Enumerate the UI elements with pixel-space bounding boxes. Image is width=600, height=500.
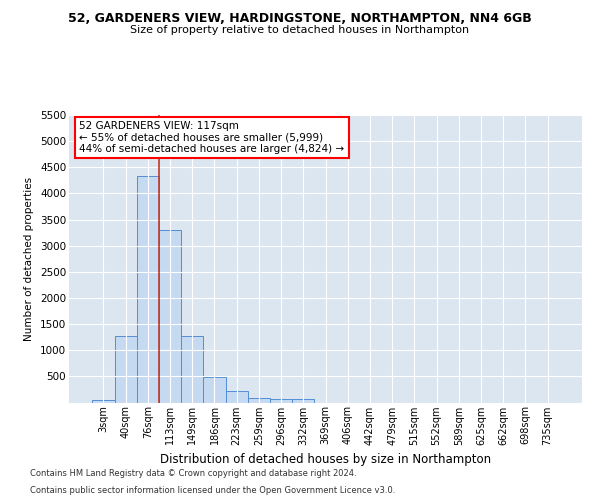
- Text: Contains public sector information licensed under the Open Government Licence v3: Contains public sector information licen…: [30, 486, 395, 495]
- Text: Size of property relative to detached houses in Northampton: Size of property relative to detached ho…: [130, 25, 470, 35]
- Text: Contains HM Land Registry data © Crown copyright and database right 2024.: Contains HM Land Registry data © Crown c…: [30, 468, 356, 477]
- Text: 52 GARDENERS VIEW: 117sqm
← 55% of detached houses are smaller (5,999)
44% of se: 52 GARDENERS VIEW: 117sqm ← 55% of detac…: [79, 120, 344, 154]
- Bar: [248, 398, 270, 402]
- Bar: [137, 176, 159, 402]
- X-axis label: Distribution of detached houses by size in Northampton: Distribution of detached houses by size …: [160, 453, 491, 466]
- Bar: [226, 391, 248, 402]
- Bar: [159, 230, 181, 402]
- Bar: [181, 336, 203, 402]
- Text: 52, GARDENERS VIEW, HARDINGSTONE, NORTHAMPTON, NN4 6GB: 52, GARDENERS VIEW, HARDINGSTONE, NORTHA…: [68, 12, 532, 26]
- Bar: [115, 336, 137, 402]
- Bar: [92, 400, 115, 402]
- Bar: [292, 400, 314, 402]
- Bar: [270, 399, 292, 402]
- Y-axis label: Number of detached properties: Number of detached properties: [25, 176, 34, 341]
- Bar: [203, 377, 226, 402]
